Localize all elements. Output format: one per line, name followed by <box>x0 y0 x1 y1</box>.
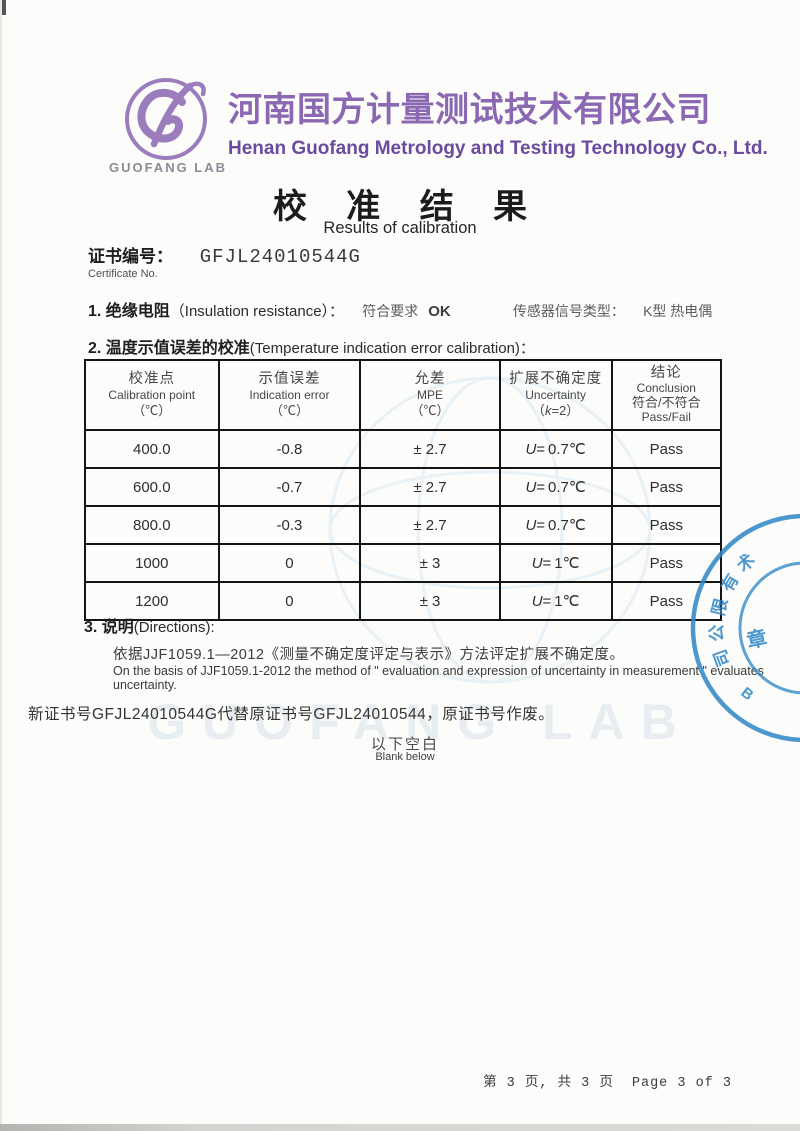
table-row: 800.0 -0.3 ± 2.7 U= 0.7℃ Pass <box>84 505 723 545</box>
table-row: 1000 0 ± 3 U= 1℃ Pass <box>84 543 723 583</box>
cell-mpe: ± 3 <box>359 581 501 621</box>
col-header-uncertainty: 扩展不确定度 Uncertainty （k=2） <box>498 359 613 431</box>
table-row: 400.0 -0.8 ± 2.7 U= 0.7℃ Pass <box>84 429 723 469</box>
page-title: 校 准 结 果 <box>272 188 543 226</box>
section2-label-en: (Temperature indication error calibratio… <box>249 340 535 357</box>
blank-below-cn: 以下空白 <box>370 736 439 753</box>
page-number-en: Page 3 of 3 <box>631 1076 732 1091</box>
cell-result: Pass <box>610 505 723 545</box>
cell-uncertainty: U= 0.7℃ <box>498 505 613 545</box>
table-header-row: 校准点 Calibration point （℃） 示值误差 Indicatio… <box>84 359 723 431</box>
cell-uncertainty: U= 0.7℃ <box>498 467 613 507</box>
cell-indication-error: 0 <box>217 543 362 583</box>
guofang-logo <box>116 76 216 162</box>
directions-line-en: On the basis of JJF1059.1-2012 the metho… <box>113 664 764 692</box>
col-header-mpe: 允差 MPE （℃） <box>359 359 501 431</box>
scan-left-edge <box>0 0 2 1131</box>
table-row: 1200 0 ± 3 U= 1℃ Pass <box>84 581 723 621</box>
company-name-cn: 河南国方计量测试技术有限公司 <box>228 91 711 129</box>
page-footer: 第 3 页, 共 3 页 Page 3 of 3 <box>483 1070 732 1091</box>
cell-calibration-point: 400.0 <box>84 429 220 469</box>
page-subtitle: Results of calibration <box>323 219 477 237</box>
cell-indication-error: 0 <box>217 581 362 621</box>
cell-indication-error: -0.8 <box>217 429 362 469</box>
guofang-logo-mark <box>125 78 207 160</box>
sensor-type-value: K型 热电偶 <box>643 303 713 319</box>
directions-line-cn: 依据JJF1059.1—2012《测量不确定度评定与表示》方法评定扩展不确定度。 <box>113 647 625 663</box>
seal-arc-char: 限 <box>709 596 732 617</box>
scan-corner-mark <box>0 0 6 15</box>
directions-label-en: (Directions): <box>133 619 215 636</box>
directions-heading: 3. 说明(Directions): <box>84 613 215 637</box>
seal-arc-char: 术 <box>733 550 759 576</box>
insulation-result-cn: 符合要求 <box>362 303 419 319</box>
col-header-indication-error: 示值误差 Indication error （℃） <box>217 359 362 431</box>
page-number-cn: 第 3 页, 共 3 页 <box>483 1076 614 1091</box>
insulation-label-cn: 1. 绝缘电阻 <box>88 303 170 320</box>
table-row: 600.0 -0.7 ± 2.7 U= 0.7℃ Pass <box>84 467 723 507</box>
col-header-calibration-point: 校准点 Calibration point （℃） <box>84 359 220 431</box>
section2-label-cn: 2. 温度示值误差的校准 <box>88 340 250 357</box>
cell-result: Pass <box>610 581 723 621</box>
blank-below-en: Blank below <box>375 751 435 763</box>
company-header: 河南国方计量测试技术有限公司 Henan Guofang Metrology a… <box>228 90 768 160</box>
cell-uncertainty: U= 0.7℃ <box>498 429 613 469</box>
insulation-result-ok: OK <box>428 303 451 320</box>
sensor-type-label: 传感器信号类型： <box>512 303 625 319</box>
cell-indication-error: -0.7 <box>217 467 362 507</box>
seal-bottom-char: B <box>737 684 756 704</box>
seal-arc-char: 有 <box>717 570 743 595</box>
cell-result: Pass <box>610 429 723 469</box>
seal-arc-char: 公 <box>707 624 727 642</box>
scan-bottom-edge <box>0 1124 800 1131</box>
col-header-conclusion: 结论 Conclusion 符合/不符合 Pass/Fail <box>610 359 723 431</box>
seal-arc-char: 司 <box>710 647 734 669</box>
cell-indication-error: -0.3 <box>217 505 362 545</box>
cell-mpe: ± 3 <box>359 543 501 583</box>
cell-calibration-point: 800.0 <box>84 505 220 545</box>
cell-calibration-point: 1000 <box>84 543 220 583</box>
calibration-results-table: 校准点 Calibration point （℃） 示值误差 Indicatio… <box>84 359 723 621</box>
certificate-label-en: Certificate No. <box>88 268 158 280</box>
replacement-note: 新证书号GFJL24010544G代替原证书号GFJL24010544，原证书号… <box>28 706 555 723</box>
insulation-resistance-line: 1. 绝缘电阻（Insulation resistance）： 符合要求 OK 传… <box>88 297 712 321</box>
cell-mpe: ± 2.7 <box>359 467 501 507</box>
temperature-error-heading: 2. 温度示值误差的校准(Temperature indication erro… <box>88 334 535 358</box>
cell-uncertainty: U= 1℃ <box>498 581 613 621</box>
company-seal-stamp: 术 有 限 公 司 章 B <box>690 513 800 743</box>
cell-mpe: ± 2.7 <box>359 429 501 469</box>
cell-result: Pass <box>610 467 723 507</box>
cell-calibration-point: 600.0 <box>84 467 220 507</box>
guofang-lab-watermark: GUOFANG LAB <box>147 694 693 750</box>
insulation-label-en: （Insulation resistance）： <box>169 303 345 320</box>
directions-label-cn: 3. 说明 <box>84 619 134 636</box>
cell-uncertainty: U= 1℃ <box>498 543 613 583</box>
cell-calibration-point: 1200 <box>84 581 220 621</box>
certificate-number: GFJL24010544G <box>199 246 361 268</box>
certificate-number-line: 证书编号： GFJL24010544G <box>88 242 361 268</box>
logo-caption: GUOFANG LAB <box>108 160 228 175</box>
seal-center-char: 章 <box>745 625 770 653</box>
certificate-label: 证书编号： <box>88 247 173 266</box>
cell-mpe: ± 2.7 <box>359 505 501 545</box>
company-name-en: Henan Guofang Metrology and Testing Tech… <box>228 137 768 159</box>
